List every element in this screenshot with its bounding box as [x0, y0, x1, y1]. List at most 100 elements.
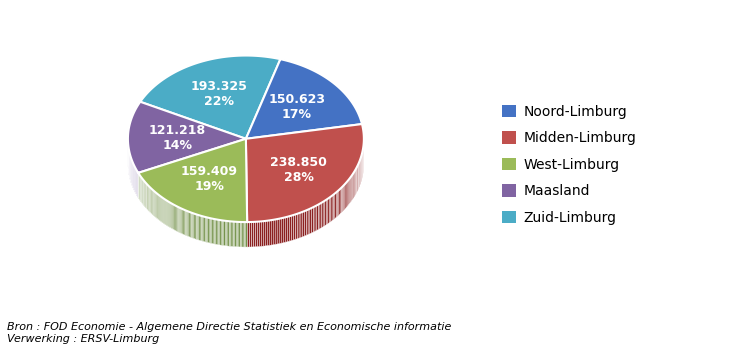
PathPatch shape — [354, 171, 355, 198]
PathPatch shape — [274, 219, 276, 245]
PathPatch shape — [288, 216, 290, 242]
PathPatch shape — [138, 139, 247, 222]
PathPatch shape — [321, 202, 323, 228]
PathPatch shape — [277, 219, 280, 244]
PathPatch shape — [194, 213, 195, 239]
PathPatch shape — [182, 209, 183, 234]
PathPatch shape — [313, 206, 315, 232]
PathPatch shape — [355, 169, 356, 195]
PathPatch shape — [301, 212, 302, 237]
PathPatch shape — [351, 175, 352, 202]
PathPatch shape — [154, 191, 155, 217]
PathPatch shape — [149, 186, 150, 212]
PathPatch shape — [261, 221, 264, 246]
PathPatch shape — [238, 222, 239, 247]
PathPatch shape — [338, 190, 339, 216]
PathPatch shape — [183, 209, 184, 235]
PathPatch shape — [227, 221, 228, 246]
PathPatch shape — [240, 222, 241, 247]
PathPatch shape — [302, 211, 305, 237]
PathPatch shape — [326, 199, 327, 225]
PathPatch shape — [295, 214, 297, 239]
PathPatch shape — [161, 197, 162, 223]
PathPatch shape — [266, 221, 268, 246]
PathPatch shape — [246, 124, 364, 222]
PathPatch shape — [229, 221, 230, 246]
PathPatch shape — [332, 195, 333, 221]
PathPatch shape — [169, 202, 170, 227]
PathPatch shape — [140, 56, 280, 139]
PathPatch shape — [206, 217, 208, 243]
Text: 150.623
17%: 150.623 17% — [269, 93, 326, 121]
PathPatch shape — [156, 193, 157, 218]
PathPatch shape — [272, 220, 274, 245]
PathPatch shape — [204, 217, 205, 242]
PathPatch shape — [225, 221, 227, 246]
PathPatch shape — [235, 222, 236, 247]
PathPatch shape — [175, 205, 176, 231]
Legend: Noord-Limburg, Midden-Limburg, West-Limburg, Maasland, Zuid-Limburg: Noord-Limburg, Midden-Limburg, West-Limb… — [497, 99, 642, 230]
PathPatch shape — [192, 213, 194, 238]
PathPatch shape — [353, 173, 354, 199]
PathPatch shape — [214, 219, 216, 244]
PathPatch shape — [177, 206, 178, 232]
PathPatch shape — [310, 208, 311, 234]
PathPatch shape — [199, 215, 200, 240]
PathPatch shape — [311, 207, 313, 233]
PathPatch shape — [246, 222, 247, 247]
PathPatch shape — [190, 212, 192, 238]
PathPatch shape — [178, 207, 179, 232]
PathPatch shape — [185, 210, 186, 236]
PathPatch shape — [155, 192, 156, 218]
PathPatch shape — [258, 221, 260, 247]
PathPatch shape — [201, 216, 203, 241]
PathPatch shape — [290, 215, 291, 241]
PathPatch shape — [324, 200, 326, 226]
PathPatch shape — [329, 197, 330, 223]
PathPatch shape — [253, 222, 255, 247]
PathPatch shape — [236, 222, 238, 247]
PathPatch shape — [151, 189, 153, 214]
PathPatch shape — [336, 191, 338, 218]
PathPatch shape — [174, 205, 175, 230]
PathPatch shape — [170, 203, 172, 229]
PathPatch shape — [299, 212, 301, 238]
PathPatch shape — [348, 179, 349, 205]
PathPatch shape — [165, 200, 167, 225]
PathPatch shape — [345, 183, 346, 209]
PathPatch shape — [316, 205, 319, 230]
PathPatch shape — [232, 221, 233, 247]
PathPatch shape — [147, 184, 148, 210]
Text: 193.325
22%: 193.325 22% — [190, 81, 247, 109]
PathPatch shape — [150, 188, 151, 214]
Text: Bron : FOD Economie - Algemene Directie Statistiek en Economische informatie
Ver: Bron : FOD Economie - Algemene Directie … — [7, 322, 451, 344]
PathPatch shape — [315, 205, 316, 231]
PathPatch shape — [197, 215, 199, 240]
PathPatch shape — [260, 221, 261, 246]
PathPatch shape — [284, 217, 286, 243]
PathPatch shape — [350, 177, 351, 203]
PathPatch shape — [246, 59, 362, 139]
PathPatch shape — [221, 220, 222, 245]
PathPatch shape — [280, 218, 282, 244]
PathPatch shape — [250, 222, 251, 247]
PathPatch shape — [184, 210, 185, 235]
PathPatch shape — [188, 211, 189, 237]
PathPatch shape — [327, 198, 329, 224]
PathPatch shape — [291, 215, 294, 240]
PathPatch shape — [323, 201, 324, 227]
PathPatch shape — [205, 217, 206, 242]
PathPatch shape — [233, 222, 235, 247]
PathPatch shape — [189, 212, 190, 237]
PathPatch shape — [251, 222, 253, 247]
PathPatch shape — [222, 220, 224, 246]
PathPatch shape — [159, 196, 161, 221]
PathPatch shape — [162, 198, 164, 223]
PathPatch shape — [208, 218, 209, 243]
PathPatch shape — [146, 183, 147, 209]
PathPatch shape — [186, 211, 188, 236]
PathPatch shape — [244, 222, 246, 247]
PathPatch shape — [230, 221, 232, 246]
PathPatch shape — [203, 216, 204, 242]
PathPatch shape — [347, 180, 348, 207]
